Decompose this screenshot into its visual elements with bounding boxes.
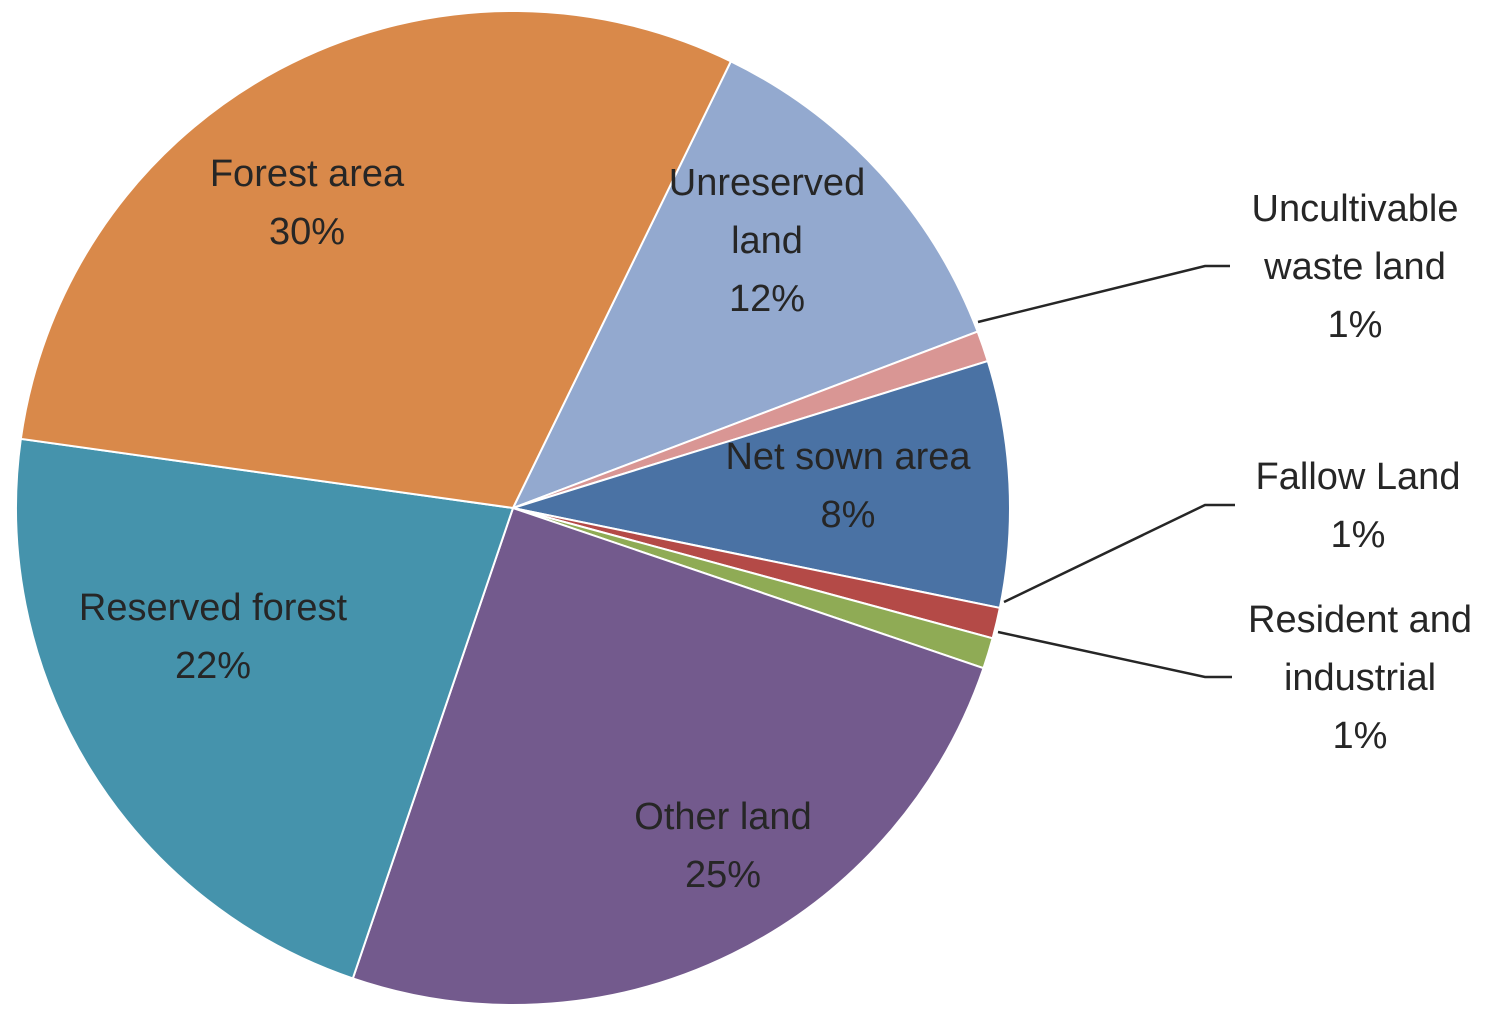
slice-unreserved-land	[510, 59, 979, 510]
data-label-line: Uncultivable	[1252, 188, 1459, 230]
data-label-uncultivable-waste-land: Uncultivable waste land 1%	[1252, 188, 1459, 346]
leader-lines	[977, 264, 1235, 679]
slice-reserved-forest	[15, 437, 515, 980]
data-label-line: Resident and	[1248, 599, 1472, 641]
data-label-reserved-forest: Reserved forest 22%	[79, 587, 348, 687]
data-label-line: 30%	[269, 211, 345, 253]
data-label-line: 25%	[685, 854, 761, 896]
data-label-line: 1%	[1333, 715, 1388, 757]
data-label-line: 8%	[821, 494, 876, 536]
data-label-other-land: Other land 25%	[634, 796, 811, 896]
data-label-line: 22%	[175, 645, 251, 687]
data-label-line: industrial	[1284, 657, 1436, 699]
slice-labels: Unreserved land 12% Uncultivable waste land 1…	[79, 153, 1472, 896]
data-label-forest-area: Forest area 30%	[210, 153, 405, 253]
data-label-line: waste land	[1263, 246, 1446, 288]
data-label-line: Net sown area	[725, 436, 971, 478]
data-label-line: Forest area	[210, 153, 405, 195]
data-label-line: Other land	[634, 796, 811, 838]
data-label-fallow-land: Fallow Land 1%	[1256, 456, 1461, 556]
pie-slices	[15, 10, 1011, 1006]
data-label-line: 12%	[729, 278, 805, 320]
leader-line-fallow-land	[1003, 503, 1235, 604]
data-label-line: Fallow Land	[1256, 456, 1461, 498]
slice-other-land	[351, 506, 985, 1006]
data-label-line: Reserved forest	[79, 587, 348, 629]
data-label-line: 1%	[1331, 514, 1386, 556]
leader-line-uncultivable-waste-land	[977, 264, 1230, 324]
slice-forest-area	[19, 10, 733, 510]
data-label-line: Unreserved	[669, 162, 865, 204]
data-label-unreserved-land: Unreserved land 12%	[669, 162, 865, 320]
data-label-line: 1%	[1328, 304, 1383, 346]
data-label-net-sown-area: Net sown area 8%	[725, 436, 971, 536]
data-label-resident-and-industrial: Resident and industrial 1%	[1248, 599, 1472, 757]
leader-line-resident-and-industrial	[997, 630, 1232, 679]
data-label-line: land	[731, 220, 803, 262]
slice-net-sown-area	[512, 359, 1011, 610]
